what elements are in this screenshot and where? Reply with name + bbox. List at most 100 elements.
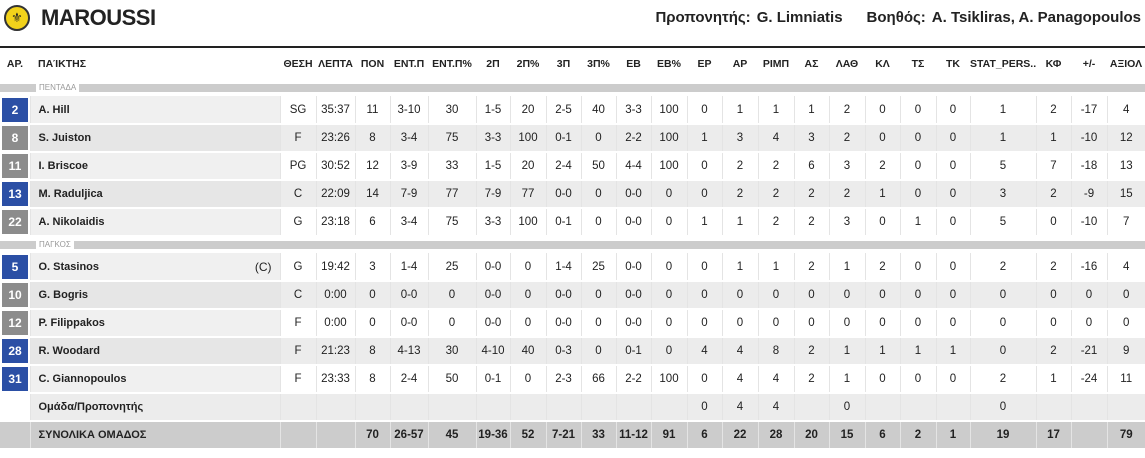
column-header[interactable]: ΘΕΣΗ: [283, 58, 313, 70]
player-row[interactable]: 12 P. Filippakos F 0:00 0 0-0 0 0-0 0 0-0 0 0-0 0 0 0 0…: [0, 309, 1145, 338]
column-header[interactable]: ΤΚ: [946, 58, 960, 70]
stat-cell: 0: [721, 281, 758, 310]
player-name-text[interactable]: G. Bogris: [38, 289, 89, 301]
column-header[interactable]: +/-: [1082, 58, 1096, 70]
stat-cell: 20: [509, 96, 546, 125]
stat-cell: 0: [1070, 281, 1107, 310]
column-header[interactable]: ΑΡ: [732, 58, 748, 70]
player-name[interactable]: A. Hill: [29, 96, 280, 125]
column-header[interactable]: ΕΡ: [697, 58, 712, 70]
column-header[interactable]: ΠΑΊΚΤΗΣ: [38, 58, 87, 70]
team-header: ⚜ MAROUSSI Προπονητής: G. Limniatis Βοηθός…: [0, 0, 1145, 40]
player-name[interactable]: R. Woodard: [29, 337, 280, 366]
player-name[interactable]: P. Filippakos: [29, 309, 280, 338]
column-header[interactable]: ΚΛ: [875, 58, 890, 70]
header-row: ΑΡ. ΠΑΊΚΤΗΣ ΘΕΣΗ ΛΕΠΤΑ ΠΟΝ ΕΝΤ.Π ΕΝΤ.Π% 2Π 2Π% 3Π…: [0, 47, 1145, 80]
player-name[interactable]: O. Stasinos (C): [29, 253, 280, 282]
column-header[interactable]: ΑΞΙΟΛ: [1109, 58, 1143, 70]
player-row[interactable]: 22 A. Nikolaidis G 23:18 6 3-4 75 3-3 100 0-1 0 0-0…: [0, 208, 1145, 237]
stat-cell: 66: [580, 365, 616, 394]
stat-cell: 2: [899, 421, 936, 450]
player-row[interactable]: 5 O. Stasinos (C) G 19:42 3 1-4 25 0-0 0 1-4 25 0-0 0…: [0, 253, 1145, 282]
column-header[interactable]: STAT_PERS...: [970, 58, 1036, 70]
stat-cell: 1: [864, 180, 900, 209]
stat-cell: 22:09: [315, 180, 355, 209]
player-name-text[interactable]: P. Filippakos: [38, 317, 105, 329]
player-row[interactable]: 28 R. Woodard F 21:23 8 4-13 30 4-10 40 0-3 0 0-1 0 4…: [0, 337, 1145, 366]
column-header[interactable]: ΡΙΜΠ: [762, 58, 790, 70]
player-name-text[interactable]: A. Nikolaidis: [38, 216, 105, 228]
column-header[interactable]: ΕΝΤ.Π%: [432, 58, 472, 70]
column-header[interactable]: 2Π%: [516, 58, 540, 70]
player-name[interactable]: G. Bogris: [29, 281, 280, 310]
stat-cell: 0: [864, 96, 900, 125]
column-header[interactable]: ΕΒ%: [657, 58, 681, 70]
stat-cell: 2: [793, 253, 829, 282]
column-header[interactable]: ΕΒ: [626, 58, 641, 70]
stat-cell: [354, 393, 390, 422]
stat-cell: 6: [793, 152, 829, 181]
stat-cell: 3-9: [389, 152, 428, 181]
stat-cell: 0: [427, 281, 476, 310]
jersey-number-badge: 8: [2, 126, 28, 150]
team-logo: ⚜: [4, 5, 30, 31]
player-name-text[interactable]: C. Giannopoulos: [38, 373, 127, 385]
jersey-number-badge: 12: [2, 311, 28, 335]
player-name-text[interactable]: R. Woodard: [38, 345, 101, 357]
stat-cell: 0: [935, 96, 970, 125]
stat-cell: 0: [899, 281, 936, 310]
column-header[interactable]: 3Π: [556, 58, 571, 70]
stat-cell: 0: [864, 281, 900, 310]
player-name[interactable]: M. Raduljica: [29, 180, 280, 209]
column-header[interactable]: 2Π: [486, 58, 500, 70]
column-header[interactable]: 3Π%: [587, 58, 610, 70]
stat-cell: 0: [899, 253, 936, 282]
stat-cell: 2: [1035, 96, 1071, 125]
stat-cell: 0: [899, 365, 936, 394]
column-header[interactable]: ΑΡ.: [6, 58, 24, 70]
stat-cell: 7: [1106, 208, 1145, 237]
stat-cell: 8: [354, 124, 390, 153]
stat-cell: 0: [686, 152, 722, 181]
player-name[interactable]: I. Briscoe: [29, 152, 280, 181]
player-name[interactable]: S. Juiston: [29, 124, 280, 153]
player-row[interactable]: 13 M. Raduljica C 22:09 14 7-9 77 7-9 77 0-0 0 0-0 0…: [0, 180, 1145, 209]
stat-cell: 0: [899, 180, 936, 209]
player-row[interactable]: 31 C. Giannopoulos F 23:33 8 2-4 50 0-1 0 2-3 66 2-…: [0, 365, 1145, 394]
player-name-text[interactable]: I. Briscoe: [38, 160, 89, 172]
jersey-cell: 8: [0, 124, 30, 153]
column-header[interactable]: ΑΣ: [804, 58, 819, 70]
stat-cell: 28: [757, 421, 794, 450]
player-name-text[interactable]: M. Raduljica: [38, 188, 103, 200]
stat-cell: 40: [580, 96, 616, 125]
column-header[interactable]: ΛΑΘ: [835, 58, 859, 70]
player-row[interactable]: 11 I. Briscoe PG 30:52 12 3-9 33 1-5 20 2-4 50 4-4 1…: [0, 152, 1145, 181]
column-header[interactable]: ΚΦ: [1045, 58, 1062, 70]
stat-cell: -24: [1070, 365, 1107, 394]
stat-cell: 1: [935, 421, 970, 450]
column-header[interactable]: ΤΣ: [911, 58, 925, 70]
jersey-number-badge: 2: [2, 97, 28, 122]
captain-marker: (C): [254, 260, 272, 274]
player-name[interactable]: A. Nikolaidis: [29, 208, 280, 237]
column-header[interactable]: ΛΕΠΤΑ: [318, 58, 353, 70]
stat-cell: -18: [1070, 152, 1107, 181]
player-row[interactable]: 2 A. Hill SG 35:37 11 3-10 30 1-5 20 2-5 40 3-3 100 0…: [0, 96, 1145, 125]
stat-cell: 0:00: [315, 309, 355, 338]
player-name[interactable]: C. Giannopoulos: [29, 365, 280, 394]
player-row[interactable]: 10 G. Bogris C 0:00 0 0-0 0 0-0 0 0-0 0 0-0 0 0 0 0 0 0 0 0…: [0, 281, 1145, 310]
player-name-text[interactable]: S. Juiston: [38, 132, 92, 144]
player-name-text[interactable]: O. Stasinos: [38, 260, 100, 273]
column-header[interactable]: ΕΝΤ.Π: [393, 58, 425, 70]
stat-cell: 50: [427, 365, 476, 394]
stat-cell: 52: [509, 421, 546, 450]
stat-cell: 0: [1106, 309, 1145, 338]
stat-cell: 0-0: [475, 253, 510, 282]
jersey-number-badge: 13: [2, 182, 28, 206]
stat-cell: 0: [1070, 309, 1107, 338]
player-name-text[interactable]: A. Hill: [38, 103, 70, 116]
stat-cell: 2-2: [615, 365, 651, 394]
stat-cell: 0-1: [545, 208, 581, 237]
column-header[interactable]: ΠΟΝ: [360, 58, 385, 70]
player-row[interactable]: 8 S. Juiston F 23:26 8 3-4 75 3-3 100 0-1 0 2-2 100 1…: [0, 124, 1145, 153]
